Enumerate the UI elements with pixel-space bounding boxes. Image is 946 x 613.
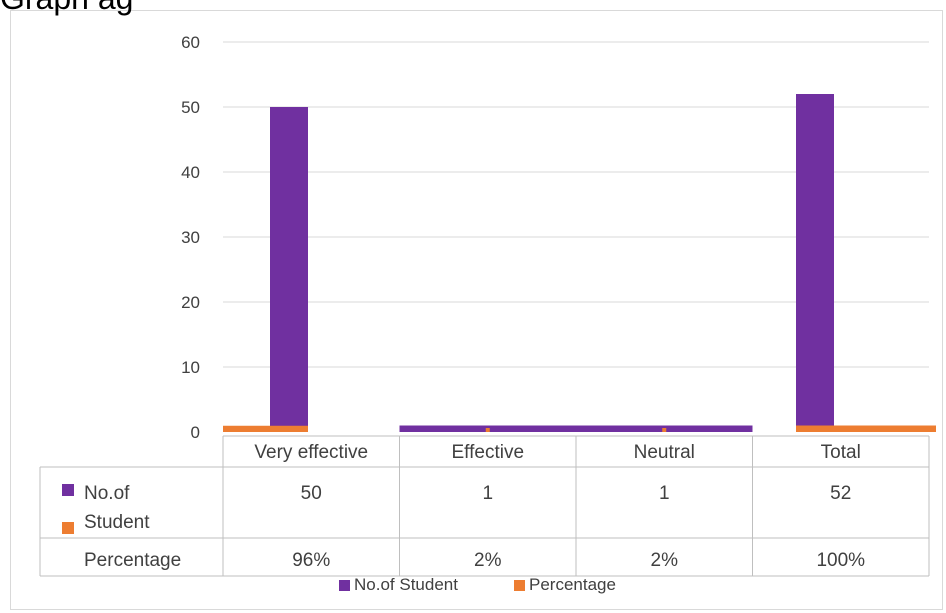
table-row-label-line-0: No.of [84,483,130,504]
bar-no-of-student-0 [270,107,308,432]
y-tick-label-30: 30 [181,228,200,247]
bar-percentage-3 [796,425,936,432]
legend-swatch-percentage [514,580,525,591]
y-tick-label-50: 50 [181,98,200,117]
bar-percentage-1 [485,428,490,432]
y-tick-label-60: 60 [181,33,200,52]
bar-percentage-0 [223,425,308,432]
chart-title-fragment: Graph ag [0,0,133,18]
table-swatch-no-of-student [62,484,74,496]
x-tick-label-total: Total [821,442,861,463]
data-label-1-2: 2% [651,550,679,571]
bar-percentage-2 [662,428,667,432]
chart-frame [10,10,943,610]
x-tick-label-neutral: Neutral [634,442,695,463]
table-row-label-line-1: Student [84,512,150,533]
legend-label-percentage: Percentage [529,575,616,594]
x-tick-label-very-effective: Very effective [254,442,368,463]
table-row-label-percentage: Percentage [84,550,181,571]
data-label-0-0: 50 [301,483,322,504]
data-label-0-2: 1 [659,483,670,504]
bar-no-of-student-3 [796,94,834,432]
y-tick-label-10: 10 [181,358,200,377]
legend-label-no-of-student: No.of Student [354,575,458,594]
data-label-1-3: 100% [816,550,865,571]
table-swatch-percentage [62,522,74,534]
y-tick-label-0: 0 [191,423,200,442]
legend-swatch-no-of-student [339,580,350,591]
data-label-0-1: 1 [482,483,493,504]
y-tick-label-40: 40 [181,163,200,182]
y-tick-label-20: 20 [181,293,200,312]
data-label-1-0: 96% [292,550,330,571]
data-label-1-1: 2% [474,550,502,571]
x-tick-label-effective: Effective [451,442,524,463]
data-label-0-3: 52 [830,483,851,504]
